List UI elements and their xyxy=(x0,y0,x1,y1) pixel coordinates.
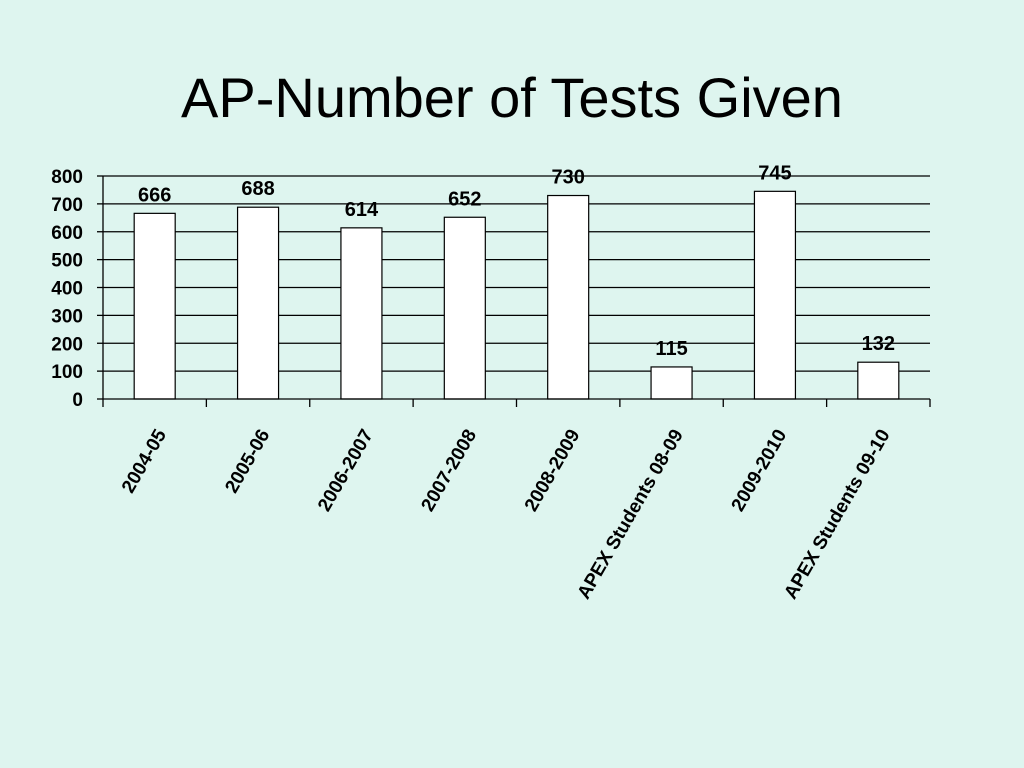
x-category-label: 2007-2008 xyxy=(418,426,482,515)
y-tick-label: 600 xyxy=(51,223,83,244)
bar-2009-2010 xyxy=(753,190,797,400)
y-tick-label: 200 xyxy=(51,334,83,355)
x-category-label: 2009-2010 xyxy=(728,426,792,515)
x-category-label: APEX Students 09-10 xyxy=(780,426,894,603)
y-tick-label: 400 xyxy=(51,279,83,300)
x-category-label: APEX Students 08-09 xyxy=(574,426,688,603)
bar-2008-2009 xyxy=(547,194,590,400)
bar-2005-06 xyxy=(236,206,280,400)
x-category-label: 2008-2009 xyxy=(521,426,585,515)
y-tick-label: 500 xyxy=(51,251,83,272)
data-label: 745 xyxy=(758,162,791,184)
data-label: 614 xyxy=(345,199,379,221)
bar-2007-2008 xyxy=(443,216,486,400)
data-label: 688 xyxy=(241,178,274,200)
y-tick-label: 700 xyxy=(51,195,83,216)
slide-title: AP-Number of Tests Given xyxy=(181,66,843,129)
x-category-label: 2005-06 xyxy=(221,426,274,497)
y-tick-label: 800 xyxy=(51,167,83,188)
x-category-label: 2006-2007 xyxy=(314,426,378,515)
y-tick-label: 100 xyxy=(51,362,83,383)
bar-2006-2007 xyxy=(340,227,383,400)
x-category-label: 2004-05 xyxy=(118,426,171,497)
bar-apex-students-09-10 xyxy=(857,361,900,400)
data-label: 115 xyxy=(655,338,687,360)
bar-apex-students-08-09 xyxy=(650,366,693,400)
data-label: 652 xyxy=(448,188,481,210)
bar-2004-05 xyxy=(133,212,176,400)
data-label: 132 xyxy=(862,333,895,355)
data-label: 666 xyxy=(138,184,171,206)
data-label: 730 xyxy=(552,167,585,189)
y-tick-label: 0 xyxy=(72,390,83,411)
y-tick-label: 300 xyxy=(51,306,83,327)
